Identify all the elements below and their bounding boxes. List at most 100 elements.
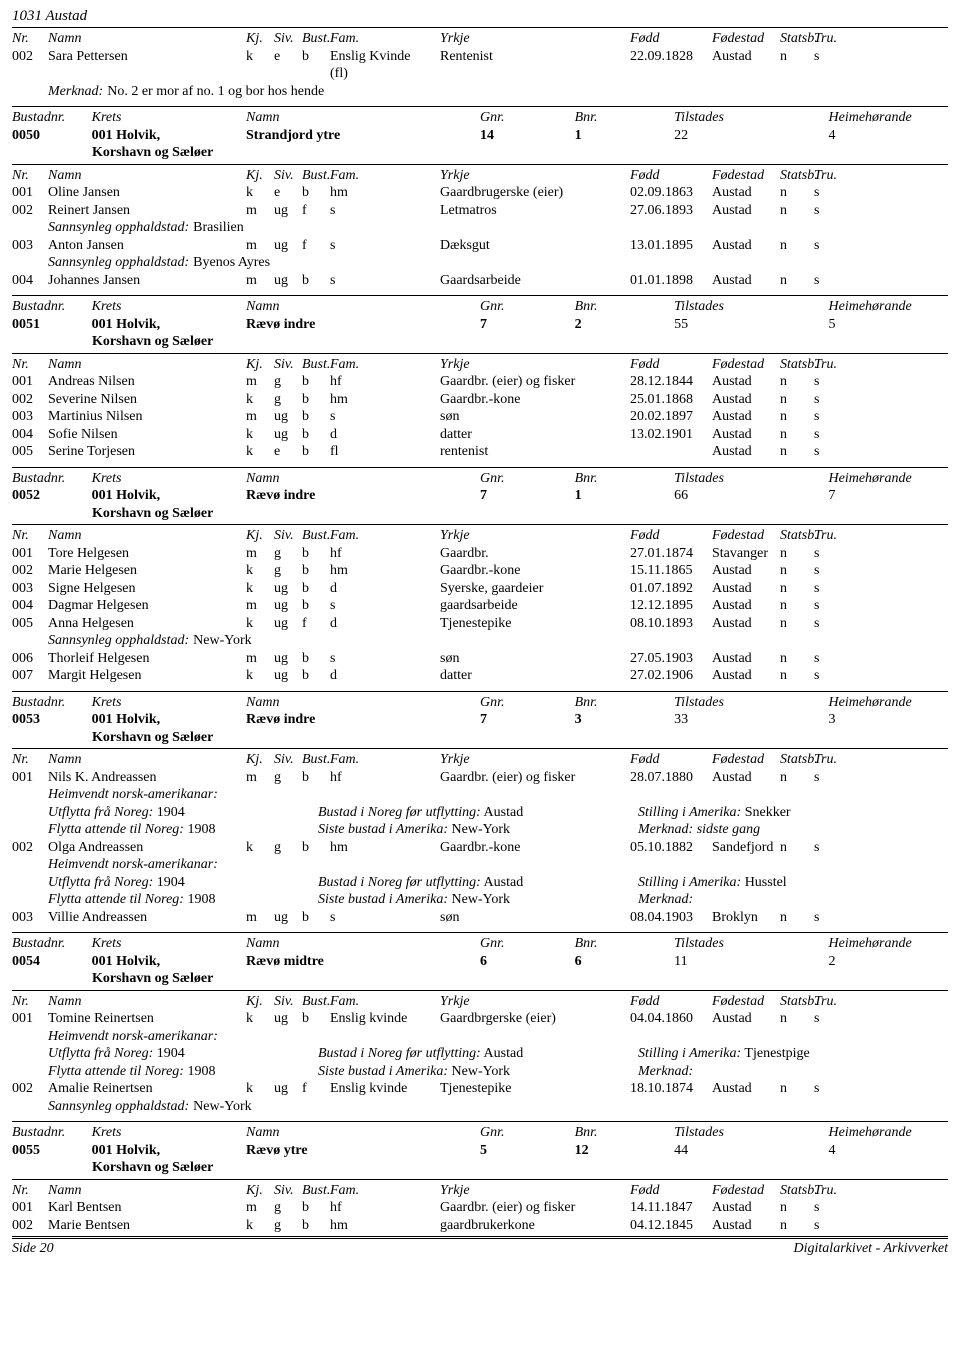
p-kj: m	[246, 769, 274, 787]
p-siv: ug	[274, 597, 302, 615]
p-fam: d	[330, 615, 440, 633]
p-nr: 003	[12, 909, 48, 927]
hdr-bnr: Bnr.	[575, 298, 675, 316]
bustad-namn: Strandjord ytre	[246, 127, 480, 145]
hdr-namn: Namn	[48, 356, 246, 374]
p-kj: k	[246, 48, 274, 66]
p-nr: 004	[12, 272, 48, 290]
hdr-fodd: Fødd	[630, 1182, 712, 1200]
p-yrkje: Gaardbrgerske (eier)	[440, 1010, 630, 1028]
person-row: 001Tomine ReinertsenkugbEnslig kvindeGaa…	[12, 1010, 948, 1028]
p-tru: s	[814, 769, 844, 787]
hdr-heime: Heimehørande	[829, 694, 948, 712]
p-fodd: 02.09.1863	[630, 184, 712, 202]
hdr-statsb: Statsb.	[780, 751, 814, 769]
p-kj: k	[246, 580, 274, 598]
p-statsb: n	[780, 1080, 814, 1098]
p-fodestad: Austad	[712, 1217, 780, 1235]
person-row: 005Serine TorjesenkebflrentenistAustadns	[12, 443, 948, 461]
p-bust: b	[302, 769, 330, 787]
person-row: 002Olga AndreassenkgbhmGaardbr.-kone05.1…	[12, 839, 948, 857]
p-yrkje: Gaardbr. (eier) og fisker	[440, 373, 630, 391]
p-tru: s	[814, 272, 844, 290]
p-statsb: n	[780, 408, 814, 426]
hdr-statsb: Statsb.	[780, 30, 814, 48]
bustad-section: Bustadnr.KretsNamnGnr.Bnr.TilstadesHeime…	[12, 1121, 948, 1234]
p-fodd: 25.01.1868	[630, 391, 712, 409]
p-yrkje: gaardbrukerkone	[440, 1217, 630, 1235]
bustad-krets: 001 Holvik,	[92, 487, 246, 505]
p-kj: m	[246, 202, 274, 220]
bustad-value-row-cont: Korshavn og Sæløer	[12, 505, 948, 523]
bustad-value-row: 0054001 Holvik,Rævø midtre66112	[12, 953, 948, 971]
hdr-siv: Siv.	[274, 356, 302, 374]
flytta-value: 1908	[184, 822, 216, 837]
merknad-label: Merknad:	[638, 892, 693, 907]
p-statsb: n	[780, 426, 814, 444]
hdr-fodestad: Fødestad	[712, 751, 780, 769]
hdr-bnr: Bnr.	[575, 1124, 675, 1142]
p-statsb: n	[780, 272, 814, 290]
p-fodestad: Austad	[712, 48, 780, 66]
hdr-tilstades: Tilstades	[674, 935, 828, 953]
p-yrkje: Gaardbr.	[440, 545, 630, 563]
p-nr: 002	[12, 1080, 48, 1098]
p-bust: b	[302, 48, 330, 66]
p-nr: 002	[12, 48, 48, 66]
p-fodestad: Sandefjord	[712, 839, 780, 857]
p-fam: Enslig kvinde	[330, 1010, 440, 1028]
hdr-statsb: Statsb.	[780, 527, 814, 545]
bustad-krets: 001 Holvik,	[92, 127, 246, 145]
bustad-tilstades: 66	[674, 487, 828, 505]
p-fam: hm	[330, 184, 440, 202]
bustad-krets-cont: Korshavn og Sæløer	[92, 1159, 247, 1177]
hdr-tilstades: Tilstades	[674, 694, 828, 712]
bustad-nr: 0051	[12, 316, 92, 334]
utflytta-value: 1904	[153, 805, 185, 820]
p-fodd: 12.12.1895	[630, 597, 712, 615]
p-fam: d	[330, 667, 440, 685]
bustad-tilstades: 55	[674, 316, 828, 334]
hdr-nr: Nr.	[12, 30, 48, 48]
p-siv: e	[274, 184, 302, 202]
bustad-namn: Rævø indre	[246, 487, 480, 505]
p-namn: Reinert Jansen	[48, 202, 246, 220]
p-namn: Tomine Reinertsen	[48, 1010, 246, 1028]
p-namn: Marie Helgesen	[48, 562, 246, 580]
person-header-row: Nr.NamnKj.Siv.Bust.Fam.YrkjeFøddFødestad…	[12, 167, 948, 185]
p-siv: ug	[274, 1010, 302, 1028]
sistebustad-label: Siste bustad i Amerika:	[318, 892, 448, 907]
hdr-heime: Heimehørande	[829, 935, 948, 953]
p-siv: ug	[274, 909, 302, 927]
person-row-cont: (fl)	[12, 65, 948, 83]
hdr-siv: Siv.	[274, 527, 302, 545]
p-statsb: n	[780, 909, 814, 927]
hdr-bustadnamn: Namn	[246, 109, 480, 127]
flytta-label: Flytta attende til Noreg:	[48, 1064, 184, 1079]
stilling-value: Snekker	[741, 805, 790, 820]
bustad-krets-cont: Korshavn og Sæløer	[92, 970, 247, 988]
hdr-bustadnamn: Namn	[246, 694, 480, 712]
person-row: 004Dagmar Helgesenmugbsgaardsarbeide12.1…	[12, 597, 948, 615]
p-fodd: 13.01.1895	[630, 237, 712, 255]
heimvendt-row1: Utflytta frå Noreg: 1904Bustad i Noreg f…	[48, 1045, 960, 1063]
p-tru: s	[814, 373, 844, 391]
hdr-fam: Fam.	[330, 30, 440, 48]
hdr-heime: Heimehørande	[829, 470, 948, 488]
p-yrkje: Gaardbr. (eier) og fisker	[440, 1199, 630, 1217]
flytta-label: Flytta attende til Noreg:	[48, 822, 184, 837]
p-fam: Enslig kvinde	[330, 1080, 440, 1098]
person-row: 002Marie Bentsenkgbhmgaardbrukerkone04.1…	[12, 1217, 948, 1235]
p-namn: Thorleif Helgesen	[48, 650, 246, 668]
bustad-bnr: 1	[575, 127, 675, 145]
hdr-kj: Kj.	[246, 1182, 274, 1200]
p-nr: 005	[12, 443, 48, 461]
bustad-gnr: 7	[480, 316, 575, 334]
p-statsb: n	[780, 237, 814, 255]
bustad-bnr: 6	[575, 953, 675, 971]
hdr-bnr: Bnr.	[575, 470, 675, 488]
p-bust: f	[302, 202, 330, 220]
p-tru: s	[814, 580, 844, 598]
hdr-bustadnr: Bustadnr.	[12, 694, 92, 712]
hdr-yrkje: Yrkje	[440, 167, 630, 185]
